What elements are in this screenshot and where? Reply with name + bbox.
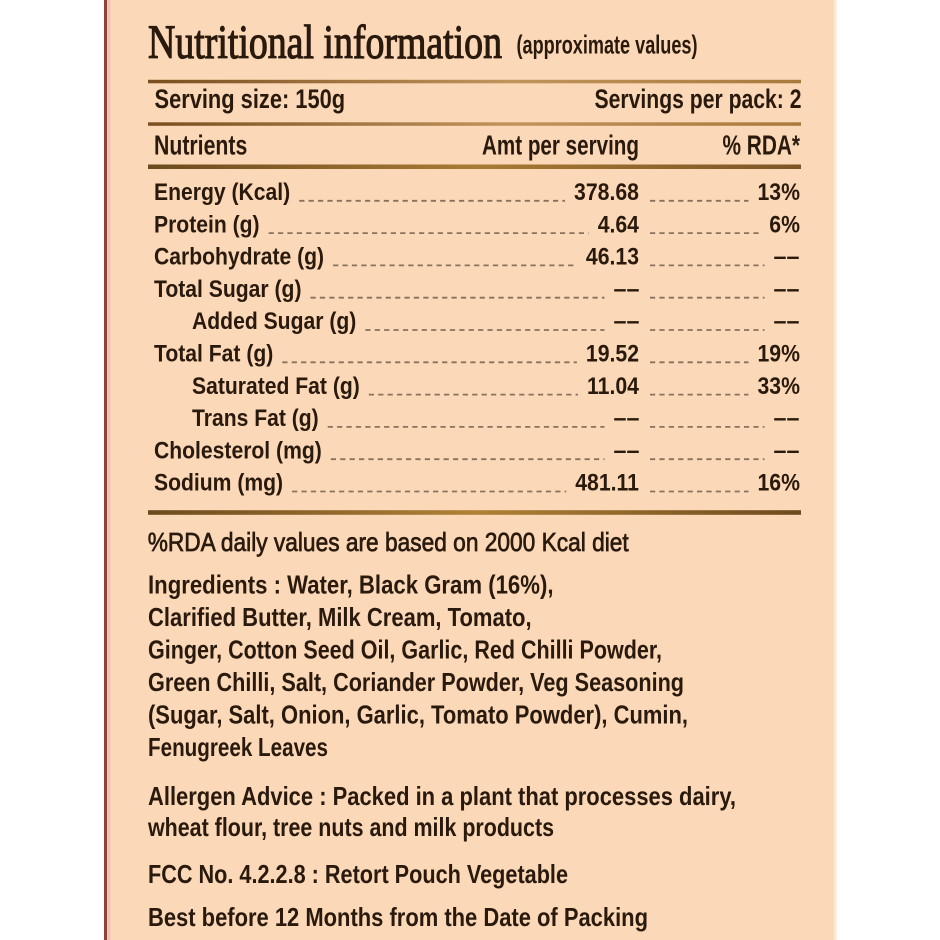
svg-text:––: –– — [614, 276, 640, 303]
svg-text:% RDA*: % RDA* — [723, 130, 801, 161]
svg-text:FCC No. 4.2.2.8 : Retort Pouch: FCC No. 4.2.2.8 : Retort Pouch Vegetable — [148, 859, 568, 889]
svg-text:wheat flour, tree nuts and mil: wheat flour, tree nuts and milk products — [147, 812, 554, 842]
svg-text:6%: 6% — [769, 211, 800, 238]
svg-text:16%: 16% — [758, 470, 801, 497]
svg-text:Allergen Advice : Packed in a: Allergen Advice : Packed in a plant that… — [148, 781, 736, 811]
svg-text:Green Chilli, Salt, Coriander: Green Chilli, Salt, Coriander Powder, Ve… — [148, 667, 684, 697]
svg-text:––: –– — [774, 308, 800, 335]
svg-text:––: –– — [614, 405, 640, 432]
svg-text:Serving size: 150g: Serving size: 150g — [155, 84, 346, 114]
svg-text:––: –– — [774, 244, 800, 271]
svg-text:Added Sugar (g): Added Sugar (g) — [192, 308, 356, 335]
svg-text:Carbohydrate (g): Carbohydrate (g) — [154, 244, 324, 271]
svg-text:Protein (g): Protein (g) — [154, 211, 260, 238]
svg-text:––: –– — [614, 308, 640, 335]
svg-text:19%: 19% — [758, 341, 801, 368]
svg-text:Total Fat (g): Total Fat (g) — [154, 341, 273, 368]
svg-text:Cholesterol (mg): Cholesterol (mg) — [154, 437, 322, 464]
svg-text:33%: 33% — [758, 373, 801, 400]
svg-text:Amt per serving: Amt per serving — [482, 130, 639, 161]
svg-text:––: –– — [774, 437, 800, 464]
svg-text:378.68: 378.68 — [574, 179, 639, 206]
svg-text:%RDA daily values are based on: %RDA daily values are based on 2000 Kcal… — [148, 527, 630, 557]
svg-text:Ginger, Cotton Seed Oil, Garli: Ginger, Cotton Seed Oil, Garlic, Red Chi… — [148, 634, 662, 664]
svg-text:46.13: 46.13 — [586, 244, 639, 271]
svg-text:481.11: 481.11 — [575, 470, 639, 497]
svg-text:Trans Fat (g): Trans Fat (g) — [192, 405, 319, 432]
svg-text:Best before 12 Months from the: Best before 12 Months from the Date of P… — [148, 902, 648, 932]
svg-text:13%: 13% — [758, 179, 801, 206]
svg-text:19.52: 19.52 — [586, 341, 639, 368]
svg-text:––: –– — [774, 276, 800, 303]
svg-text:Energy (Kcal): Energy (Kcal) — [154, 179, 290, 206]
svg-text:Total Sugar (g): Total Sugar (g) — [154, 276, 302, 303]
svg-text:(Sugar, Salt, Onion, Garlic, T: (Sugar, Salt, Onion, Garlic, Tomato Powd… — [148, 699, 688, 729]
svg-text:Ingredients : Water, Black Gra: Ingredients : Water, Black Gram (16%), — [148, 569, 554, 599]
svg-text:––: –– — [774, 405, 800, 432]
svg-text:Sodium (mg): Sodium (mg) — [154, 470, 283, 497]
svg-text:Saturated Fat (g): Saturated Fat (g) — [192, 373, 360, 400]
svg-text:Nutrients: Nutrients — [154, 130, 247, 161]
svg-text:Fenugreek Leaves: Fenugreek Leaves — [148, 732, 328, 762]
svg-text:Clarified Butter, Milk Cream,: Clarified Butter, Milk Cream, Tomato, — [148, 602, 532, 632]
svg-text:11.04: 11.04 — [587, 373, 640, 400]
svg-text:Nutritional information: Nutritional information — [148, 16, 502, 69]
svg-text:Servings per pack: 2: Servings per pack: 2 — [595, 84, 802, 114]
svg-text:4.64: 4.64 — [598, 211, 640, 238]
svg-text:(approximate values): (approximate values) — [517, 30, 698, 60]
svg-text:––: –– — [614, 437, 640, 464]
